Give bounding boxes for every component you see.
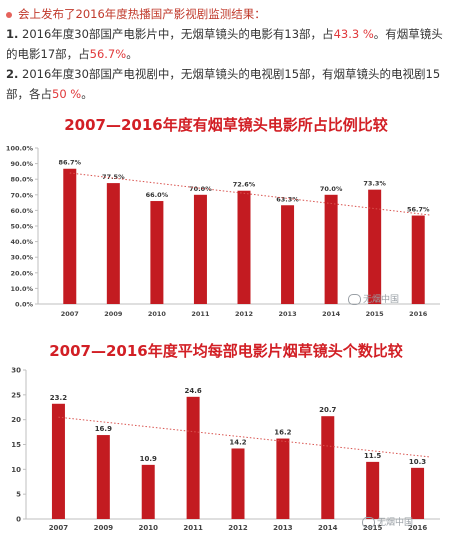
bar-2010 xyxy=(141,464,155,519)
p1-text-b: 。有烟草镜头的电影17部，占 xyxy=(6,27,443,61)
bar-value-label: 14.2 xyxy=(229,438,246,446)
x-category-label: 2015 xyxy=(366,310,385,318)
x-category-label: 2012 xyxy=(228,524,248,532)
x-category-label: 2007 xyxy=(61,310,79,318)
x-category-label: 2016 xyxy=(408,524,428,532)
chart1-svg: 0.0% 10.0% 20.0% 30.0% 40.0% 50.0% 60.0% 70.0% 8… xyxy=(6,145,440,318)
y-tick-label: 30 xyxy=(11,367,21,375)
x-category-label: 2011 xyxy=(191,310,210,318)
bar-2009 xyxy=(106,183,120,304)
intro-text: 会上发布了2016年度热播国产影视剧监测结果： 1. 2016年度30部国产电影… xyxy=(6,4,446,104)
x-category-label: 2013 xyxy=(273,524,293,532)
bar-2014 xyxy=(321,416,335,519)
intro-header: 会上发布了2016年度热播国产影视剧监测结果： xyxy=(6,4,446,24)
bar-value-label: 56.7% xyxy=(407,206,430,214)
p1-value-1: 43.3 % xyxy=(333,27,374,41)
p2-text-b: 。 xyxy=(81,87,93,101)
watermark-text: 无烟中国 xyxy=(377,518,414,528)
chart2-watermark: 无烟中国 xyxy=(362,515,413,528)
chart1-watermark: 无烟中国 xyxy=(348,292,399,305)
bar-2010 xyxy=(150,201,164,304)
y-tick-label: 20.0% xyxy=(10,269,33,277)
x-category-label: 2007 xyxy=(49,524,69,532)
y-tick-label: 5 xyxy=(16,491,21,499)
wechat-icon xyxy=(348,294,361,305)
y-tick-label: 10.0% xyxy=(10,285,33,293)
p2-text-a: 2016年度30部国产电视剧中，无烟草镜头的电视剧15部，有烟草镜头的电视剧15… xyxy=(6,67,441,101)
y-tick-label: 50.0% xyxy=(10,223,33,231)
bar-value-label: 10.9 xyxy=(140,455,157,463)
p1-number: 1. xyxy=(6,27,19,41)
y-tick-label: 10 xyxy=(11,466,21,474)
wechat-icon xyxy=(362,517,375,528)
bar-value-label: 24.6 xyxy=(184,387,201,395)
bar-2009 xyxy=(96,435,110,519)
bar-value-label: 63.3% xyxy=(276,195,299,203)
y-tick-label: 90.0% xyxy=(10,160,33,168)
x-category-label: 2015 xyxy=(363,524,383,532)
bar-value-label: 10.3 xyxy=(409,458,426,466)
bar-2013 xyxy=(281,205,295,304)
y-tick-label: 60.0% xyxy=(10,207,33,215)
chart1-title: 2007—2016年度有烟草镜头电影所占比例比较 xyxy=(64,116,388,134)
intro-header-text: 会上发布了2016年度热播国产影视剧监测结果： xyxy=(18,7,266,21)
bar-value-label: 70.0% xyxy=(320,185,343,193)
watermark-text: 无烟中国 xyxy=(363,295,400,305)
x-category-label: 2011 xyxy=(183,524,203,532)
bar-value-label: 72.6% xyxy=(233,181,256,189)
bar-value-label: 70.0% xyxy=(189,185,212,193)
bar-2016 xyxy=(411,467,425,519)
trend-line xyxy=(58,416,430,458)
y-tick-label: 30.0% xyxy=(10,254,33,262)
bar-2012 xyxy=(237,190,251,304)
p2-value-1: 50 % xyxy=(52,87,82,101)
y-tick-label: 0.0% xyxy=(15,301,34,309)
y-tick-label: 15 xyxy=(11,441,21,449)
x-category-label: 2010 xyxy=(148,310,167,318)
bullet-dot-icon xyxy=(6,11,12,18)
bar-value-label: 86.7% xyxy=(58,159,81,167)
bar-2013 xyxy=(276,438,290,519)
bar-2012 xyxy=(231,448,245,519)
intro-paragraph-1: 1. 2016年度30部国产电影片中，无烟草镜头的电影有13部，占43.3 %。… xyxy=(6,24,446,64)
bar-2007 xyxy=(63,168,77,304)
bar-value-label: 77.5% xyxy=(102,173,125,181)
y-tick-label: 70.0% xyxy=(10,191,33,199)
y-tick-label: 100.0% xyxy=(6,145,34,153)
x-category-label: 2014 xyxy=(318,524,338,532)
bar-2011 xyxy=(193,194,207,304)
x-category-label: 2012 xyxy=(235,310,253,318)
bar-value-label: 11.5 xyxy=(364,452,381,460)
y-tick-label: 80.0% xyxy=(10,176,33,184)
y-tick-label: 25 xyxy=(11,391,21,399)
bar-2015 xyxy=(368,189,382,304)
x-category-label: 2013 xyxy=(279,310,297,318)
bar-value-label: 20.7 xyxy=(319,406,336,414)
bar-2007 xyxy=(51,403,65,519)
p1-text-a: 2016年度30部国产电影片中，无烟草镜头的电影有13部，占 xyxy=(18,27,334,41)
p1-text-c: 。 xyxy=(126,47,138,61)
intro-paragraph-2: 2. 2016年度30部国产电视剧中，无烟草镜头的电视剧15部，有烟草镜头的电视… xyxy=(6,64,446,104)
bar-2011 xyxy=(186,396,200,519)
bar-2016 xyxy=(411,215,425,304)
trend-line xyxy=(69,172,431,216)
bar-value-label: 23.2 xyxy=(50,394,67,402)
x-category-label: 2014 xyxy=(322,310,341,318)
y-tick-label: 40.0% xyxy=(10,238,33,246)
y-tick-label: 0 xyxy=(16,516,21,524)
bar-value-label: 66.0% xyxy=(146,191,169,199)
x-category-label: 2009 xyxy=(104,310,123,318)
chart2-title: 2007—2016年度平均每部电影片烟草镜头个数比较 xyxy=(49,342,403,360)
bar-2015 xyxy=(366,461,380,519)
x-category-label: 2010 xyxy=(138,524,158,532)
bar-value-label: 73.3% xyxy=(363,180,386,188)
bar-value-label: 16.9 xyxy=(95,425,112,433)
y-tick-label: 20 xyxy=(11,416,21,424)
bar-value-label: 16.2 xyxy=(274,429,291,437)
x-category-label: 2009 xyxy=(94,524,114,532)
x-category-label: 2016 xyxy=(409,310,428,318)
p1-value-2: 56.7% xyxy=(89,47,127,61)
bar-2014 xyxy=(324,194,338,304)
p2-number: 2. xyxy=(6,67,19,81)
